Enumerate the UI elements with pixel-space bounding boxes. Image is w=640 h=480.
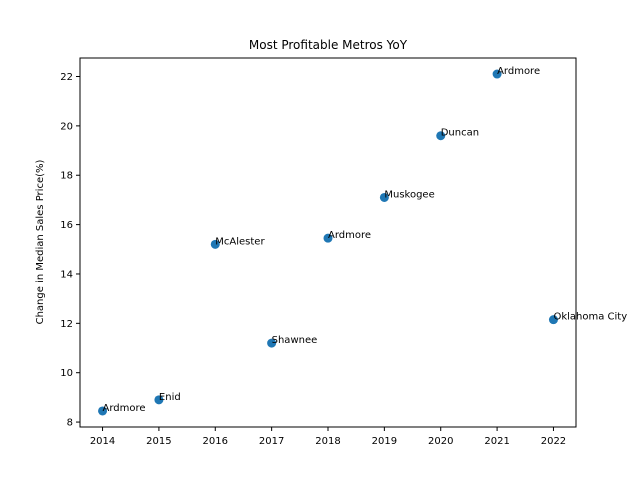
scatter-point [98, 406, 108, 416]
point-label: Duncan [441, 128, 479, 139]
scatter-point [492, 69, 502, 79]
point-label: Ardmore [103, 403, 146, 414]
x-tick-label: 2021 [484, 436, 509, 447]
x-axis: 2014 2015 2016 2017 2018 2019 2020 2021 2022 [90, 427, 566, 447]
scatter-point [323, 233, 333, 243]
scatter-point [436, 131, 446, 141]
point-label: Oklahoma City [553, 312, 627, 323]
scatter-point [548, 315, 558, 325]
scatter-point [267, 338, 277, 348]
y-tick-label: 18 [60, 171, 73, 182]
x-tick-label: 2018 [315, 436, 340, 447]
x-tick-label: 2019 [372, 436, 397, 447]
x-tick-label: 2016 [203, 436, 228, 447]
scatter-point [210, 239, 220, 249]
scatter-point [154, 395, 164, 405]
y-axis-label: Change in Median Sales Price(%) [35, 160, 46, 325]
y-tick-label: 22 [60, 72, 73, 83]
y-tick-label: 10 [60, 368, 73, 379]
y-tick-label: 8 [67, 418, 73, 429]
x-tick-label: 2014 [90, 436, 115, 447]
point-label: Shawnee [272, 335, 318, 346]
point-label: Enid [159, 392, 181, 403]
y-tick-label: 14 [60, 269, 73, 280]
point-label: McAlester [215, 236, 265, 247]
chart-title: Most Profitable Metros YoY [249, 38, 408, 52]
x-tick-label: 2022 [541, 436, 566, 447]
plot-area: Ardmore Enid McAlester Shawnee Ardmore Muskog… [98, 66, 627, 416]
y-tick-label: 20 [60, 121, 73, 132]
point-label: Muskogee [384, 189, 434, 200]
x-tick-label: 2015 [146, 436, 171, 447]
point-label: Ardmore [497, 66, 540, 77]
y-axis: 8 10 12 14 16 18 20 22 [60, 72, 80, 429]
y-tick-label: 16 [60, 220, 73, 231]
scatter-point [379, 192, 389, 202]
x-tick-label: 2017 [259, 436, 284, 447]
y-tick-label: 12 [60, 319, 73, 330]
point-label: Ardmore [328, 230, 371, 241]
x-tick-label: 2020 [428, 436, 453, 447]
